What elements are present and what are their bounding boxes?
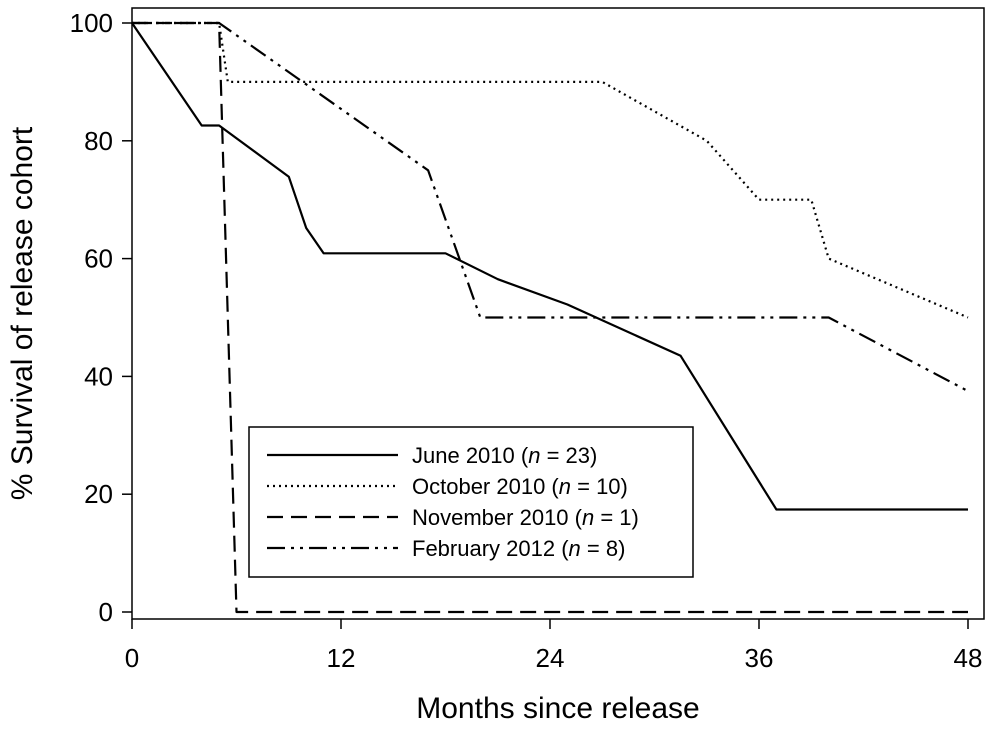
x-axis-label: Months since release xyxy=(416,692,699,725)
y-tick-label: 20 xyxy=(84,479,113,509)
x-tick-label: 48 xyxy=(954,643,983,673)
series-line-4 xyxy=(132,21,969,393)
y-axis-label: % Survival of release cohort xyxy=(6,126,39,500)
legend-entries: June 2010 (n = 23) October 2010 (n = 10) N… xyxy=(267,443,639,561)
legend-box xyxy=(248,426,694,578)
series-line-2 xyxy=(132,21,969,319)
y-tick-label: 100 xyxy=(70,8,113,38)
y-tick-label: 40 xyxy=(84,361,113,391)
y-tick-label: 0 xyxy=(99,597,113,627)
x-tick-label: 0 xyxy=(125,643,139,673)
x-tick-label: 24 xyxy=(536,643,565,673)
axis-ticks: 0 12 24 36 48 0 20 40 60 80 100 xyxy=(70,8,983,673)
y-tick-label: 60 xyxy=(84,244,113,274)
series-line-3 xyxy=(132,21,968,614)
plot-frame xyxy=(131,7,985,620)
series-layer xyxy=(131,21,969,614)
legend: June 2010 (n = 23) October 2010 (n = 10) N… xyxy=(248,426,694,578)
legend-label-2: October 2010 (n = 10) xyxy=(412,474,628,499)
x-tick-label: 36 xyxy=(745,643,774,673)
y-tick-label: 80 xyxy=(84,126,113,156)
series-line-1 xyxy=(131,22,968,511)
legend-label-3: November 2010 (n = 1) xyxy=(412,505,639,530)
legend-label-1: June 2010 (n = 23) xyxy=(412,443,597,468)
legend-label-4: February 2012 (n = 8) xyxy=(412,536,625,561)
x-tick-label: 12 xyxy=(327,643,356,673)
